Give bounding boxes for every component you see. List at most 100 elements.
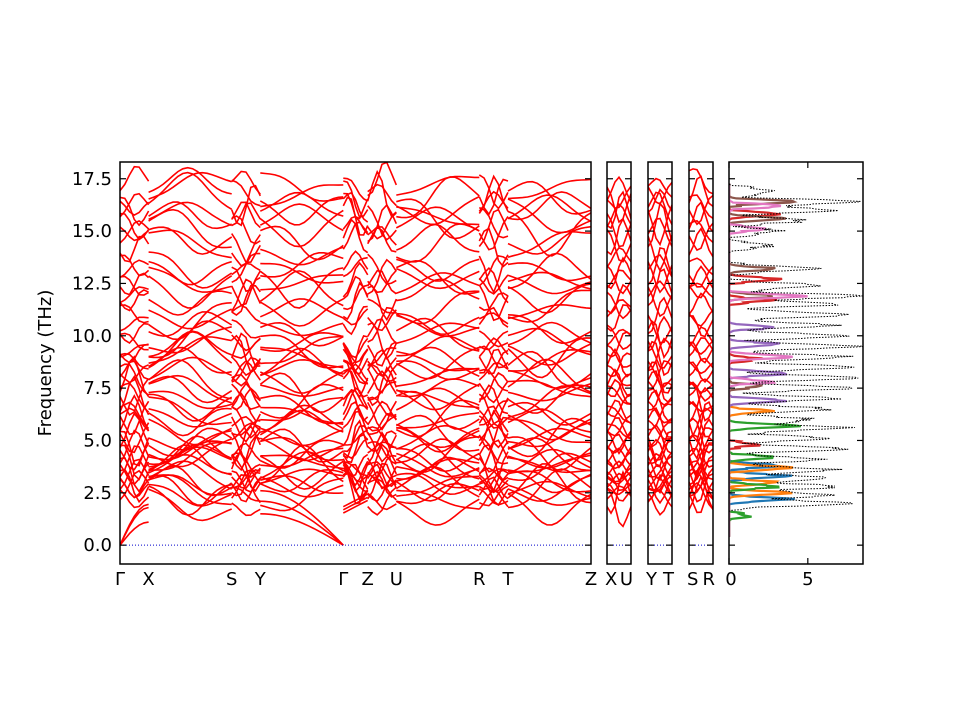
band-line xyxy=(648,361,672,394)
band-line xyxy=(607,373,631,398)
band-line xyxy=(607,291,631,320)
band-line xyxy=(607,471,631,492)
band-line xyxy=(607,256,631,290)
x-tick-label: Z xyxy=(585,569,597,590)
y-tick-label: 12.5 xyxy=(72,273,112,294)
band-line xyxy=(648,235,672,273)
total-dos-line xyxy=(729,182,863,539)
band-line xyxy=(648,261,672,294)
band-line xyxy=(689,227,713,258)
y-tick-label: 2.5 xyxy=(83,483,112,504)
y-tick-label: 0.0 xyxy=(83,535,112,556)
band-line xyxy=(689,309,713,327)
y-tick-label: 5.0 xyxy=(83,431,112,452)
band-line xyxy=(120,252,591,298)
band-line xyxy=(120,331,591,377)
y-axis-label: Frequency (THz) xyxy=(35,290,56,437)
band-line xyxy=(607,384,631,405)
band-line xyxy=(120,278,591,330)
band-panel-x-u xyxy=(607,175,631,546)
band-line xyxy=(648,360,672,388)
band-line xyxy=(120,171,591,234)
band-line xyxy=(648,253,672,278)
dos-x-tick-label: 0 xyxy=(725,569,736,590)
band-line xyxy=(689,168,713,195)
y-tick-label: 17.5 xyxy=(72,169,112,190)
band-line xyxy=(689,436,713,478)
x-tick-label: Y xyxy=(645,569,658,590)
band-line xyxy=(689,282,713,299)
band-line xyxy=(120,298,591,341)
panel-frame xyxy=(688,161,714,565)
band-line xyxy=(607,485,631,500)
band-line xyxy=(607,482,631,502)
band-panel-main xyxy=(120,162,591,546)
partial-dos-line xyxy=(729,183,808,537)
band-line xyxy=(120,162,591,210)
band-line xyxy=(120,374,591,430)
band-line xyxy=(689,469,713,500)
band-line xyxy=(689,417,713,454)
tick-labels: Γ X S Y Γ Z U R T Z X U Y T S R0.02.55.07.510.012.515.0… xyxy=(72,169,814,590)
x-tick-label: S xyxy=(687,569,698,590)
band-line xyxy=(607,217,631,256)
x-tick-label: T xyxy=(502,569,515,590)
band-line xyxy=(689,219,713,243)
band-line xyxy=(120,250,591,294)
partial-dos-line xyxy=(729,183,794,537)
band-line xyxy=(648,419,672,440)
band-line xyxy=(648,439,672,465)
band-line xyxy=(689,340,713,355)
band-line xyxy=(648,476,672,498)
band-line xyxy=(648,403,672,431)
band-line xyxy=(120,305,591,345)
dos-x-tick-label: 5 xyxy=(802,569,813,590)
band-line xyxy=(607,213,631,248)
band-line xyxy=(607,433,631,455)
band-line xyxy=(689,361,713,384)
band-line xyxy=(648,438,672,468)
panel-frame xyxy=(647,161,673,565)
band-line xyxy=(120,169,591,219)
dos-panel xyxy=(729,182,863,539)
band-line xyxy=(648,204,672,247)
band-line xyxy=(648,314,672,344)
band-line xyxy=(120,334,591,380)
partial-dos-line xyxy=(729,183,795,537)
band-line xyxy=(648,474,672,493)
band-line xyxy=(607,185,631,210)
band-line xyxy=(648,315,672,352)
band-line xyxy=(607,352,631,378)
x-tick-label: T xyxy=(662,569,675,590)
band-line xyxy=(607,471,631,485)
band-line xyxy=(607,347,631,378)
band-line xyxy=(120,463,591,512)
band-line xyxy=(607,364,631,387)
band-line xyxy=(607,451,631,470)
band-line xyxy=(648,188,672,214)
panel-frame xyxy=(119,161,592,565)
band-line xyxy=(120,270,591,322)
band-line xyxy=(607,394,631,418)
band-line xyxy=(689,381,713,403)
band-line xyxy=(607,344,631,368)
panel-frame xyxy=(606,161,632,565)
band-line xyxy=(607,246,631,268)
y-tick-label: 7.5 xyxy=(83,378,112,399)
band-line xyxy=(689,386,713,423)
band-line xyxy=(689,194,713,220)
band-line xyxy=(607,423,631,440)
band-line xyxy=(607,414,631,437)
x-tick-label: S xyxy=(226,569,237,590)
band-line xyxy=(648,465,672,489)
band-line xyxy=(648,455,672,478)
band-line xyxy=(648,400,672,424)
band-line xyxy=(120,221,591,268)
band-line xyxy=(689,278,713,299)
band-line xyxy=(648,177,672,198)
band-line xyxy=(648,296,672,335)
band-panel-s-r xyxy=(689,168,713,546)
band-line xyxy=(648,340,672,377)
x-tick-label: R xyxy=(702,569,715,590)
